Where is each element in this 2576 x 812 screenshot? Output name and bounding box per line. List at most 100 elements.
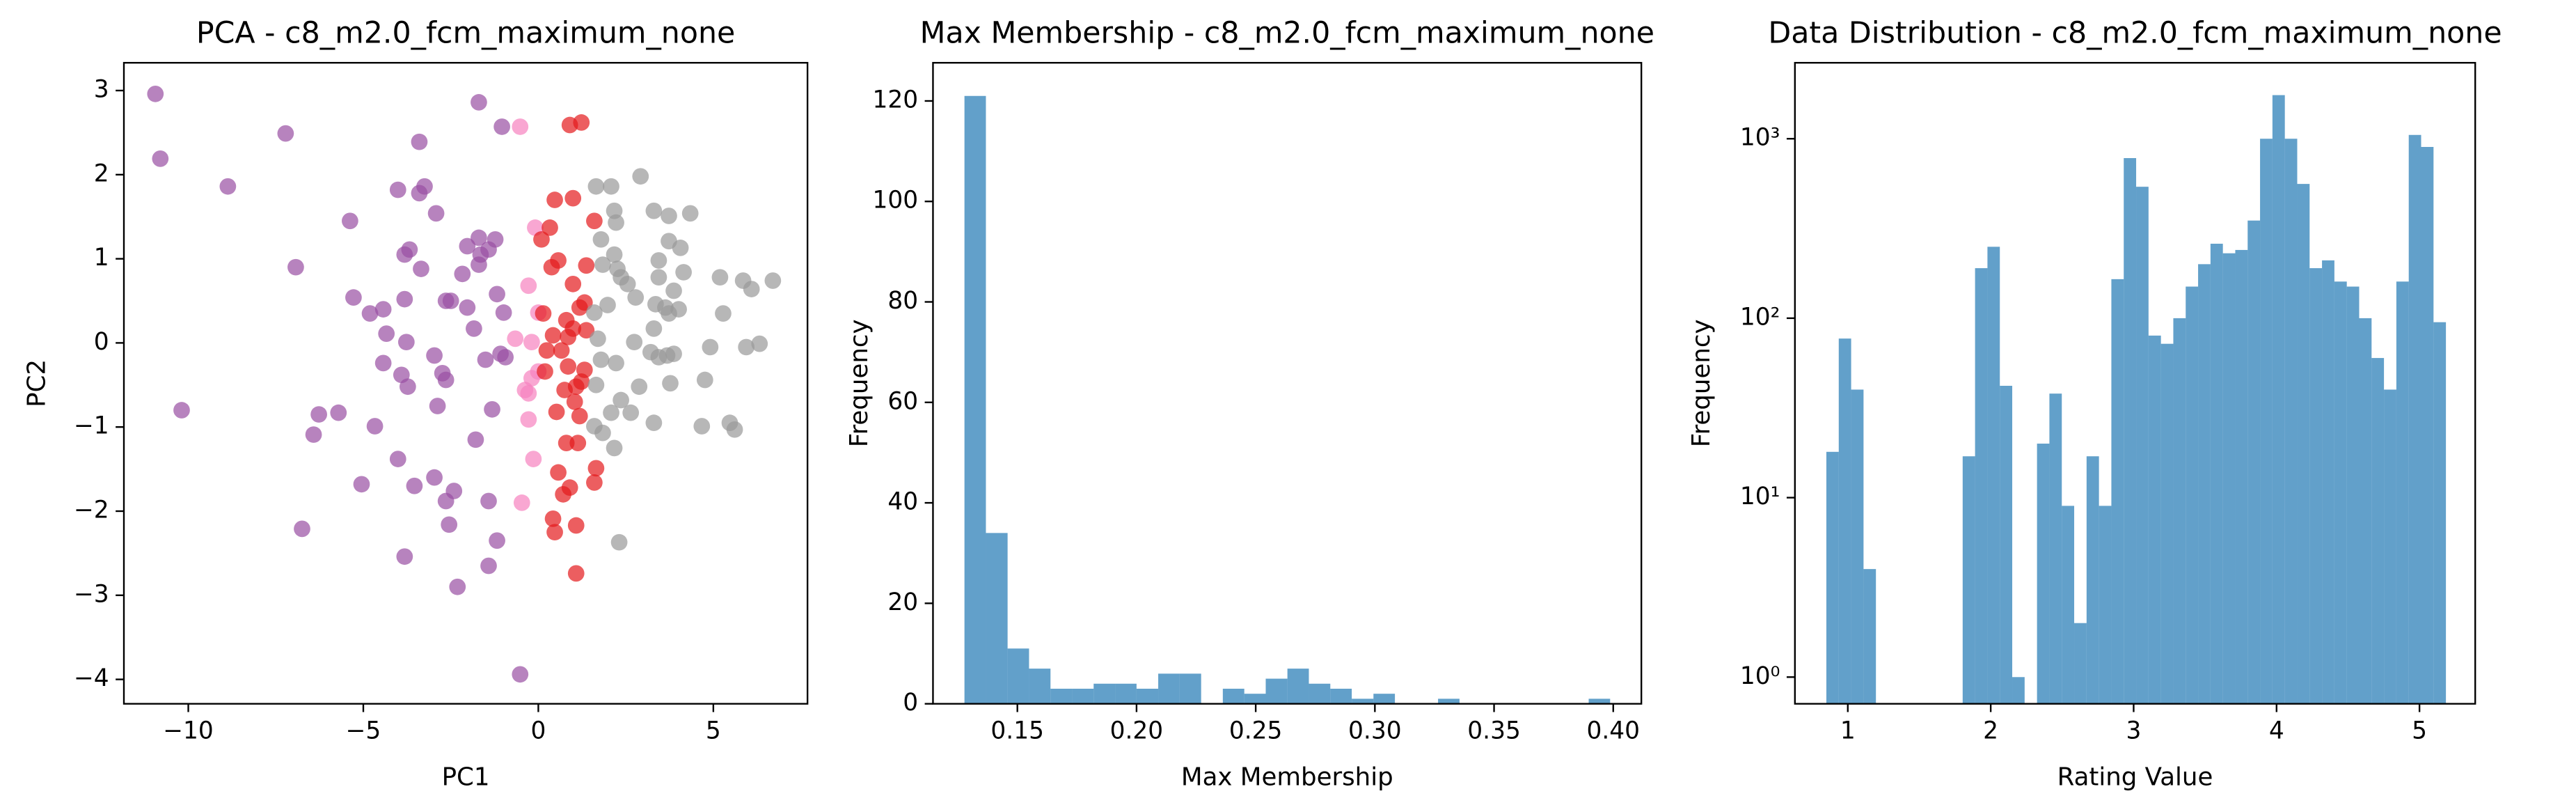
y-tick-label: 120 [872,86,918,114]
histogram-bar [1158,673,1180,704]
scatter-point [555,485,571,503]
scatter-point [661,208,677,224]
scatter-point [632,168,649,185]
scatter-point [550,252,567,269]
scatter-point [544,327,562,344]
x-tick-label: 3 [2126,717,2142,744]
x-tick-label: 5 [706,717,721,744]
scatter-point [480,492,497,510]
scatter-point [471,229,487,247]
x-tick-label: 0.35 [1467,717,1521,744]
x-tick-label: 0.25 [1229,717,1283,744]
scatter-point [650,252,667,269]
scatter-point [672,240,689,256]
histogram-bar [2074,623,2087,704]
chart-title: PCA - c8_m2.0_fcm_maximum_none [196,15,735,50]
histogram-bar [1287,669,1309,704]
scatter-point [622,404,640,421]
scatter-point [573,373,590,390]
scatter-point [413,260,429,277]
histogram-bar [2148,335,2161,704]
scatter-point [497,349,514,366]
scatter-point [681,205,699,222]
histogram-bar [1588,698,1611,704]
scatter-point [631,378,648,396]
scatter-point [401,241,418,258]
scatter-point [587,376,605,393]
y-tick-label: 2 [94,159,109,187]
scatter-point [665,345,682,362]
scatter-point [397,334,415,351]
scatter-point [396,548,413,565]
scatter-point [586,474,603,491]
scatter-point [361,305,379,322]
scatter-point [592,351,610,368]
scatter-point [487,231,504,248]
scatter-point [590,330,606,348]
histogram-bar [2049,393,2062,704]
x-tick-label: −5 [346,717,381,744]
scatter-point [147,85,164,102]
histogram-bar [2396,281,2409,704]
x-tick-label: −10 [163,717,214,744]
histogram-bar [1179,673,1201,704]
histogram-bar [2037,444,2050,704]
scatter-point [606,246,623,263]
histogram-bar [1975,268,1988,704]
scatter-point [743,281,760,297]
scatter-point [594,256,611,273]
histogram-bar [2297,184,2310,704]
histogram-bar [1962,456,1975,704]
scatter-point [578,322,595,339]
scatter-point [480,557,497,575]
scatter-point [484,400,500,418]
scatter-point [606,439,623,457]
scatter-point [578,257,595,274]
histogram-bar [2124,158,2137,704]
scatter-point [587,460,605,477]
scatter-point [594,424,611,442]
scatter-point [715,305,732,322]
scatter-point [670,301,687,318]
scatter-point [378,325,395,342]
x-tick-label: 4 [2269,717,2284,744]
scatter-point [573,114,590,131]
histogram-bar [1863,569,1876,704]
histogram-bar [2210,243,2223,704]
scatter-point [366,418,384,435]
scatter-point [305,426,322,443]
scatter-point [411,133,428,150]
x-tick-label: 0.20 [1110,717,1164,744]
scatter-point [389,181,406,198]
scatter-point [330,404,347,421]
scatter-point [342,212,358,230]
scatter-point [627,289,645,306]
scatter-point [608,354,624,372]
x-tick-label: 0.30 [1348,717,1402,744]
scatter-point [535,305,552,322]
y-tick-label: −4 [74,664,109,692]
scatter-point [542,219,558,236]
scatter-point [429,398,446,414]
scatter-point [396,290,413,308]
scatter-point [471,94,487,111]
histogram-bar [1072,688,1094,704]
y-tick-label: −1 [74,412,109,440]
scatter-point [399,378,416,396]
scatter-point [459,237,476,255]
scatter-point [569,435,587,452]
y-tick-label: 0 [903,689,918,717]
scatter-point [610,533,628,551]
scatter-point [702,338,719,356]
scatter-point [374,301,392,318]
scatter-point [560,329,577,345]
y-axis-label: Frequency [1687,319,1716,447]
histogram-bar [1050,688,1073,704]
histogram-bar [1826,451,1839,704]
scatter-point [445,483,463,499]
histogram-bar [1007,648,1029,704]
scatter-point [613,391,629,409]
y-tick-label: 60 [887,387,918,415]
histogram-bar [2247,220,2261,704]
scatter-point [277,125,294,142]
